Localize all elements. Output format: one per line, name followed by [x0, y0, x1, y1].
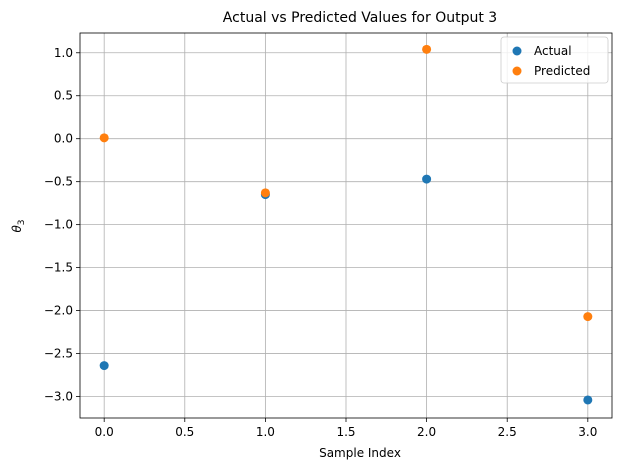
point-predicted — [583, 312, 593, 322]
y-tick-label: −3.0 — [44, 390, 73, 404]
y-axis-ticks: 1.0 0.5 0.0 −0.5 −1.0 −1.5 −2.0 −2.5 −3.0 — [44, 46, 80, 404]
x-axis-label: Sample Index — [319, 446, 401, 460]
x-tick-label: 2.0 — [417, 425, 436, 439]
y-tick-label: −2.5 — [44, 347, 73, 361]
y-tick-label: 1.0 — [54, 46, 73, 60]
point-predicted — [422, 44, 432, 54]
y-tick-label: −1.5 — [44, 261, 73, 275]
y-axis-label: θ3 — [10, 219, 27, 232]
y-tick-label: −1.0 — [44, 218, 73, 232]
point-predicted — [260, 188, 270, 198]
grid-lines — [80, 33, 612, 418]
y-axis-label-subscript: 3 — [17, 219, 27, 225]
x-tick-label: 1.5 — [336, 425, 355, 439]
point-actual — [99, 361, 109, 371]
chart-title: Actual vs Predicted Values for Output 3 — [223, 10, 497, 26]
x-tick-label: 0.0 — [95, 425, 114, 439]
legend-marker-predicted — [512, 66, 522, 76]
point-actual — [422, 174, 432, 184]
point-predicted — [99, 133, 109, 143]
legend-label-predicted: Predicted — [534, 64, 590, 78]
x-axis-ticks: 0.0 0.5 1.0 1.5 2.0 2.5 3.0 — [95, 418, 597, 439]
legend-marker-actual — [512, 46, 522, 56]
legend: Actual Predicted — [500, 36, 609, 84]
data-points — [99, 44, 593, 405]
y-tick-label: 0.0 — [54, 132, 73, 146]
point-actual — [583, 395, 593, 405]
y-axis-label-symbol: θ — [10, 225, 24, 233]
x-tick-label: 2.5 — [498, 425, 517, 439]
y-tick-label: −0.5 — [44, 175, 73, 189]
y-tick-label: −2.0 — [44, 304, 73, 318]
x-tick-label: 1.0 — [256, 425, 275, 439]
x-tick-label: 3.0 — [578, 425, 597, 439]
x-tick-label: 0.5 — [175, 425, 194, 439]
legend-box — [500, 36, 609, 84]
legend-label-actual: Actual — [534, 44, 572, 58]
y-tick-label: 0.5 — [54, 89, 73, 103]
